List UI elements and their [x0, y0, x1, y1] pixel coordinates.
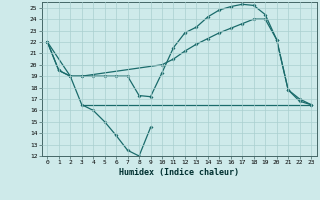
- X-axis label: Humidex (Indice chaleur): Humidex (Indice chaleur): [119, 168, 239, 177]
